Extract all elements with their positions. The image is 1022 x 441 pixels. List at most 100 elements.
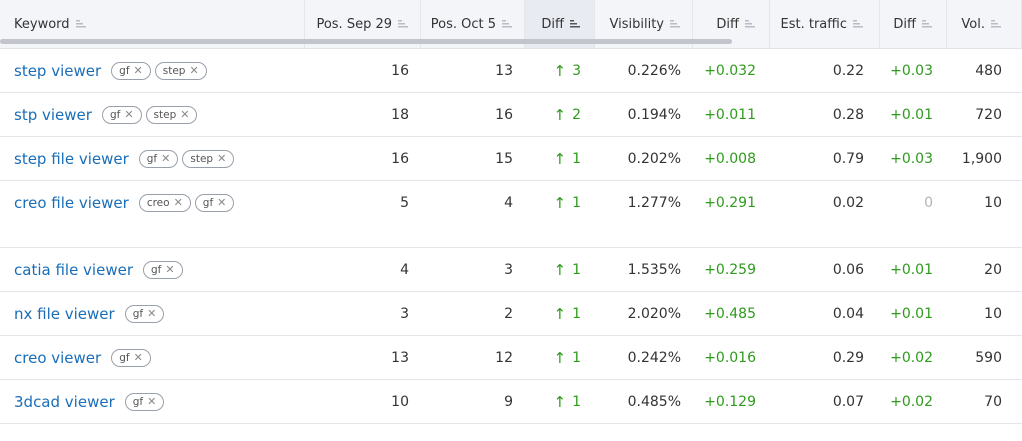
keyword-tag: gf ✕ [124,392,165,411]
remove-tag-icon[interactable]: ✕ [217,196,227,209]
est-traffic-cell: 0.06 [770,248,880,291]
volume-cell: 10 [947,292,1022,335]
volume-value: 20 [984,261,1002,278]
vis-diff-value: +0.011 [704,106,756,123]
pos-diff-value: 1 [572,393,581,410]
volume-cell: 720 [947,93,1022,136]
keyword-cell: creo viewer gf ✕ [0,336,305,379]
arrow-up-icon: ↑ [553,61,567,80]
pos-sep29-cell: 3 [305,292,421,335]
remove-tag-icon[interactable]: ✕ [147,395,157,408]
sort-icon[interactable] [853,20,863,28]
remove-tag-icon[interactable]: ✕ [189,64,199,77]
column-header-label: Vol. [961,16,985,32]
horizontal-scrollbar[interactable] [0,39,732,44]
pos-sep29-cell: 13 [305,336,421,379]
remove-tag-icon[interactable]: ✕ [133,351,143,364]
remove-tag-icon[interactable]: ✕ [147,307,157,320]
est-traffic-value: 0.04 [832,305,864,322]
est-traffic-value: 0.22 [832,62,864,79]
sort-icon[interactable] [398,20,408,28]
volume-value: 10 [984,194,1002,211]
volume-cell: 10 [947,181,1022,224]
visibility-value: 2.020% [627,305,681,322]
table-row: creo file viewer creo ✕ gf ✕ 5 4 ↑ 1 1.277% +0.291… [0,181,1022,248]
pos-oct5-cell: 3 [421,248,525,291]
sort-icon[interactable] [570,20,580,28]
remove-tag-icon[interactable]: ✕ [173,196,183,209]
pos-diff-cell: ↑ 3 [525,49,595,92]
sort-icon[interactable] [991,20,1001,28]
tag-label: step [190,152,214,165]
remove-tag-icon[interactable]: ✕ [133,64,143,77]
traffic-diff-cell: +0.03 [880,49,947,92]
keyword-tag: gf ✕ [143,260,183,279]
table-body: step viewer gf ✕ step ✕ 16 13 ↑ 3 0.226% +0.032 0.2… [0,49,1022,424]
column-header-est-traffic[interactable]: Est. traffic [770,0,880,48]
keyword-link[interactable]: step viewer [14,61,102,80]
keyword-link[interactable]: nx file viewer [14,304,115,323]
keyword-link[interactable]: stp viewer [14,105,92,124]
pos-diff-value: 3 [572,62,581,79]
keyword-tag: step ✕ [154,61,207,80]
keyword-link[interactable]: catia file viewer [14,260,133,279]
vis-diff-cell: +0.129 [693,380,770,423]
table-row: catia file viewer gf ✕ 4 3 ↑ 1 1.535% +0.259 0.06… [0,248,1022,292]
remove-tag-icon[interactable]: ✕ [180,108,190,121]
volume-cell: 590 [947,336,1022,379]
keyword-link[interactable]: step file viewer [14,149,129,168]
table-row: step viewer gf ✕ step ✕ 16 13 ↑ 3 0.226% +0.032 0.2… [0,49,1022,93]
visibility-value: 0.202% [627,150,681,167]
tag-label: gf [202,196,214,209]
volume-cell: 20 [947,248,1022,291]
column-header-vis-diff[interactable]: Diff [693,0,770,48]
remove-tag-icon[interactable]: ✕ [217,152,227,165]
traffic-diff-cell: +0.01 [880,93,947,136]
tag-label: gf [119,64,130,77]
pos-sep29-cell: 5 [305,181,421,224]
sort-icon[interactable] [502,20,512,28]
sort-icon[interactable] [745,20,755,28]
remove-tag-icon[interactable]: ✕ [124,108,134,121]
remove-tag-icon[interactable]: ✕ [161,152,171,165]
pos-diff-value: 1 [572,261,581,278]
keyword-tag: gf ✕ [101,105,142,124]
est-traffic-cell: 0.22 [770,49,880,92]
pos-diff-value: 2 [572,106,581,123]
column-header-traffic-diff[interactable]: Diff [880,0,947,48]
volume-value: 10 [984,305,1002,322]
sort-icon[interactable] [75,20,86,28]
arrow-up-icon: ↑ [553,392,567,411]
pos-diff-cell: ↑ 2 [525,93,595,136]
est-traffic-cell: 0.04 [770,292,880,335]
est-traffic-value: 0.28 [832,106,864,123]
vis-diff-value: +0.032 [704,62,756,79]
volume-cell: 480 [947,49,1022,92]
column-header-keyword[interactable]: Keyword [0,0,305,48]
est-traffic-value: 0.29 [832,349,864,366]
sort-icon[interactable] [922,20,932,28]
pos-oct5-cell: 4 [421,181,525,224]
column-header-volume[interactable]: Vol. [947,0,1022,48]
keyword-link[interactable]: creo file viewer [14,193,129,212]
sort-icon[interactable] [670,20,680,28]
pos-diff-value: 1 [572,349,581,366]
traffic-diff-value: +0.01 [890,305,933,322]
pos-diff-cell: ↑ 1 [525,380,595,423]
column-header-pos-sep29[interactable]: Pos. Sep 29 [305,0,421,48]
column-header-visibility[interactable]: Visibility [595,0,693,48]
column-header-pos-oct5[interactable]: Pos. Oct 5 [421,0,525,48]
keyword-link[interactable]: 3dcad viewer [14,392,115,411]
pos-sep29-value: 5 [400,194,409,211]
traffic-diff-cell: +0.02 [880,336,947,379]
keyword-cell: 3dcad viewer gf ✕ [0,380,305,423]
remove-tag-icon[interactable]: ✕ [165,263,175,276]
vis-diff-cell: +0.291 [693,181,770,224]
keyword-tag: step ✕ [145,105,198,124]
keyword-tag: gf ✕ [124,304,165,323]
keyword-link[interactable]: creo viewer [14,348,102,367]
keyword-tag: step ✕ [182,149,235,168]
volume-value: 720 [975,106,1002,123]
traffic-diff-value: +0.02 [890,393,933,410]
visibility-value: 1.277% [627,194,681,211]
